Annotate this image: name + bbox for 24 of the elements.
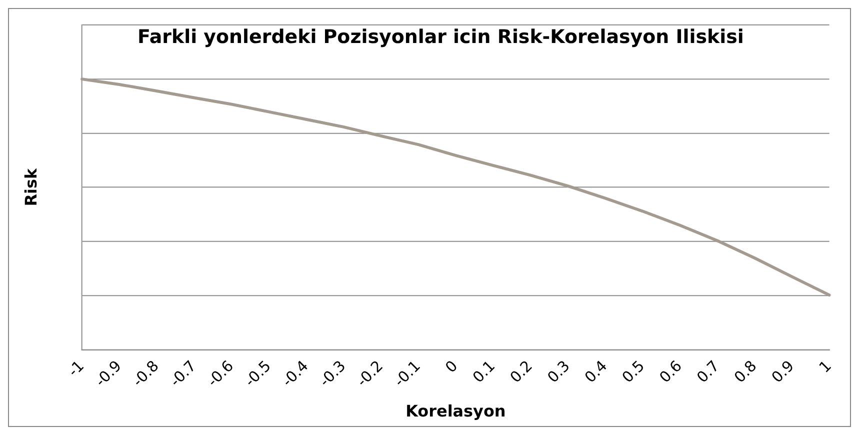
x-tick-label: -0.4 [278, 356, 312, 390]
x-tick-label: 0.8 [730, 356, 760, 386]
x-tick-label: -0.5 [241, 356, 274, 390]
x-tick-label: -0.8 [128, 356, 162, 390]
x-tick-label: 0.6 [656, 356, 686, 386]
x-tick-label: 0.2 [506, 356, 536, 386]
x-tick-label: 0 [442, 356, 462, 376]
x-tick-label: 0.9 [768, 356, 798, 386]
x-tick-label: -0.6 [204, 356, 238, 390]
x-tick-label: 0.4 [581, 356, 611, 386]
x-tick-label: -0.3 [316, 356, 350, 390]
x-tick-label: -0.9 [92, 356, 125, 390]
x-tick-label: 0.3 [544, 356, 574, 386]
x-tick-label: -1 [64, 356, 88, 380]
x-tick-label: -0.1 [390, 356, 424, 390]
x-tick-label: 1 [815, 356, 835, 376]
x-tick-label: 0.5 [618, 356, 648, 386]
chart-title: Farkli yonlerdeki Pozisyonlar icin Risk-Korelasyon Iliskisi [138, 26, 744, 48]
x-tick-label: 0.1 [469, 356, 499, 386]
y-axis-title: Risk [22, 168, 41, 206]
x-tick-label: -0.7 [166, 356, 200, 390]
x-tick-label: -0.2 [353, 356, 387, 390]
x-tick-label: 0.7 [693, 356, 723, 386]
x-axis-title: Korelasyon [406, 402, 506, 421]
